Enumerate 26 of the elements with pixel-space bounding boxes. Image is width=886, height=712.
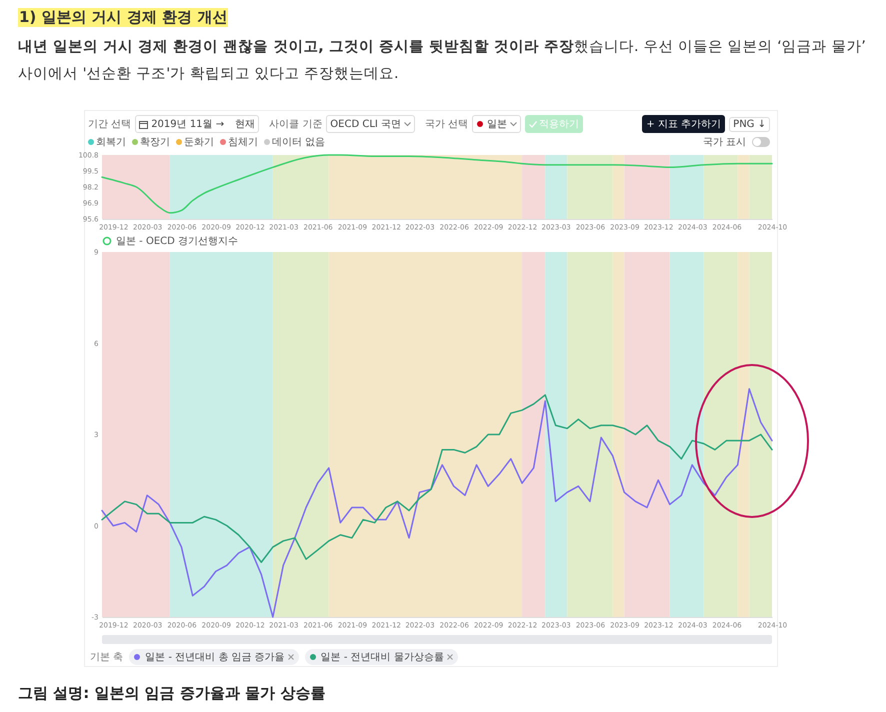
text: 1) 일본의 거시 경제 환경 개선 — [18, 8, 228, 27]
text: 국가 선택 — [425, 118, 468, 131]
line-series — [101, 394, 773, 563]
line-series — [101, 154, 773, 214]
text: 적용하기 — [539, 118, 580, 131]
text: 2019년 11월 → — [151, 118, 224, 131]
text: 일본 — [487, 118, 508, 131]
text: 내년 일본의 거시 경제 환경이 괜찮을 것이고, 그것이 증시를 뒷받침할 것이라 주장 — [18, 39, 574, 55]
text: PNG ↓ — [729, 116, 770, 132]
legend-label: 일본 - 전년대비 물가상승률 — [304, 649, 458, 665]
text: 데이터 없음 — [271, 136, 326, 149]
text: 기간 선택 — [88, 118, 132, 131]
text: 회복기 — [95, 136, 126, 149]
legend-title: 기본 축 — [90, 651, 124, 664]
legend-label: 일본 - 전년대비 총 임금 증가율 — [129, 649, 299, 665]
legend-label: 일본 - OECD 경기선행지수 — [116, 236, 238, 247]
line-series — [101, 388, 773, 618]
text: 그림 설명: 일본의 임금 증가율과 물가 상승률 — [18, 684, 326, 703]
text: 침체기 — [227, 136, 258, 149]
text: OECD CLI 국면 — [330, 118, 402, 131]
text: 확장기 — [139, 136, 170, 149]
text: 국가 표시 — [702, 136, 746, 149]
text: + 지표 추가하기 — [642, 115, 726, 133]
text: 사이클 기준 — [269, 118, 322, 131]
text: 둔화기 — [183, 136, 214, 149]
text: 현재 — [235, 118, 256, 131]
